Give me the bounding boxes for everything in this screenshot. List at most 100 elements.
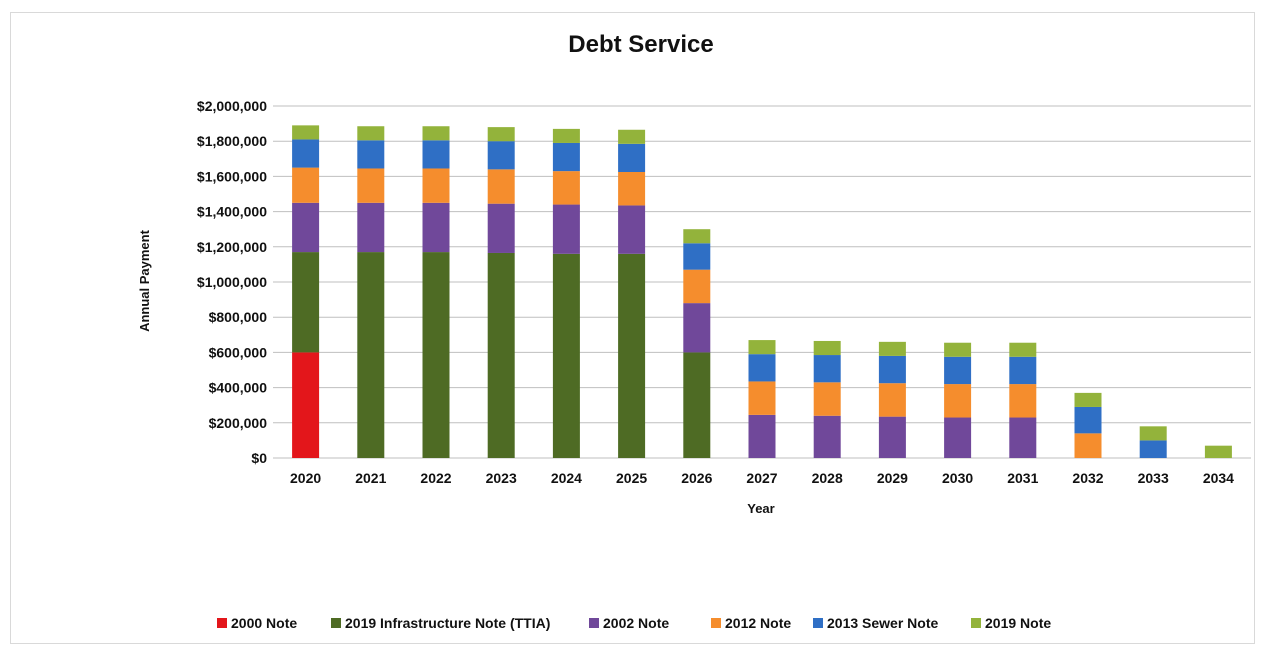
bar-segment <box>683 303 711 353</box>
bar-segment <box>487 169 515 204</box>
y-tick-label: $1,000,000 <box>197 274 267 290</box>
legend-label: 2002 Note <box>603 615 669 631</box>
y-axis-label: Annual Payment <box>137 229 152 332</box>
bar-segment <box>813 340 841 356</box>
legend-swatch <box>813 618 823 628</box>
bar-segment <box>357 126 385 141</box>
legend-label: 2000 Note <box>231 615 297 631</box>
bar-segment <box>748 340 776 355</box>
bar-segment <box>748 381 776 415</box>
bar-segment <box>813 415 841 458</box>
x-tick-label: 2033 <box>1138 470 1169 486</box>
x-tick-label: 2026 <box>681 470 712 486</box>
bar-segment <box>552 142 580 172</box>
bar-segment <box>944 384 972 418</box>
bar-segment <box>292 167 320 203</box>
bar-segment <box>552 253 580 458</box>
x-tick-label: 2025 <box>616 470 647 486</box>
bar-segment <box>487 252 515 458</box>
legend-swatch <box>711 618 721 628</box>
y-tick-label: $600,000 <box>209 344 268 360</box>
bar-segment <box>618 205 646 254</box>
bar-segment <box>552 171 580 205</box>
x-tick-label: 2020 <box>290 470 321 486</box>
y-tick-label: $1,800,000 <box>197 133 267 149</box>
bar-segment <box>1009 342 1037 357</box>
bar-segment <box>618 143 646 172</box>
bar-segment <box>878 416 906 458</box>
legend-swatch <box>589 618 599 628</box>
bar-segment <box>357 140 385 169</box>
bar-segment <box>1074 433 1102 458</box>
bar-segment <box>944 356 972 385</box>
bar-segment <box>944 342 972 357</box>
legend-label: 2013 Sewer Note <box>827 615 938 631</box>
legend-swatch <box>331 618 341 628</box>
x-tick-label: 2030 <box>942 470 973 486</box>
y-tick-label: $1,600,000 <box>197 168 267 184</box>
bar-segment <box>878 383 906 417</box>
legend-label: 2012 Note <box>725 615 791 631</box>
bar-segment <box>422 126 450 141</box>
bar-segment <box>487 127 515 142</box>
x-tick-label: 2024 <box>551 470 582 486</box>
bar-segment <box>292 352 320 458</box>
legend: 2000 Note 2019 Infrastructure Note (TTIA)… <box>217 615 1051 631</box>
bar-segment <box>1009 417 1037 458</box>
bar-segment <box>944 417 972 458</box>
y-tick-label: $1,400,000 <box>197 204 267 220</box>
y-tick-label: $0 <box>251 450 267 466</box>
x-tick-label: 2022 <box>420 470 451 486</box>
bar-segment <box>487 203 515 253</box>
bar-segment <box>1074 406 1102 434</box>
x-tick-label: 2032 <box>1072 470 1103 486</box>
x-tick-label: 2028 <box>812 470 843 486</box>
legend-swatch <box>217 618 227 628</box>
bar-segment <box>813 382 841 416</box>
bar-segment <box>618 253 646 458</box>
bar-segment <box>292 252 320 353</box>
bar-segment <box>487 141 515 170</box>
chart-title: Debt Service <box>568 31 713 58</box>
bar-segment <box>1139 426 1167 441</box>
bar-segment <box>422 202 450 253</box>
x-tick-label: 2027 <box>746 470 777 486</box>
bar-segment <box>618 172 646 206</box>
legend-swatch <box>971 618 981 628</box>
bar-segment <box>618 129 646 144</box>
bar-segment <box>683 269 711 304</box>
chart-frame: Debt Service $0 $200,000 $400,000 $600,000 $… <box>10 12 1255 644</box>
bar-segment <box>422 140 450 169</box>
bar-segment <box>748 354 776 382</box>
bar-segment <box>748 414 776 458</box>
y-tick-label: $1,200,000 <box>197 239 267 255</box>
y-tick-label: $800,000 <box>209 309 268 325</box>
bar-segment <box>878 341 906 356</box>
legend-label: 2019 Infrastructure Note (TTIA) <box>345 615 550 631</box>
bar-segment <box>357 202 385 253</box>
x-axis-label: Year <box>747 501 774 516</box>
y-tick-label: $200,000 <box>209 415 268 431</box>
bar-segment <box>878 355 906 384</box>
bar-segment <box>1139 440 1167 458</box>
bar-segment <box>1009 384 1037 418</box>
x-tick-label: 2029 <box>877 470 908 486</box>
x-tick-label: 2031 <box>1007 470 1038 486</box>
y-tick-labels: $0 $200,000 $400,000 $600,000 $800,000 $1,000… <box>197 98 267 466</box>
bar-segment <box>1009 356 1037 385</box>
y-tick-label: $2,000,000 <box>197 98 267 114</box>
bar-segment <box>357 168 385 203</box>
bars <box>292 125 1232 458</box>
x-tick-labels: 2020 2021 2022 2023 2024 2025 2026 2027 2028 2029… <box>290 470 1234 486</box>
legend-label: 2019 Note <box>985 615 1051 631</box>
bar-segment <box>292 202 320 253</box>
bar-segment <box>683 352 711 458</box>
bar-segment <box>552 204 580 254</box>
bar-segment <box>292 139 320 168</box>
bar-segment <box>1204 445 1232 458</box>
bar-segment <box>422 252 450 458</box>
bar-segment <box>1074 392 1102 407</box>
x-tick-label: 2023 <box>486 470 517 486</box>
bar-segment <box>292 125 320 140</box>
bar-segment <box>357 252 385 458</box>
